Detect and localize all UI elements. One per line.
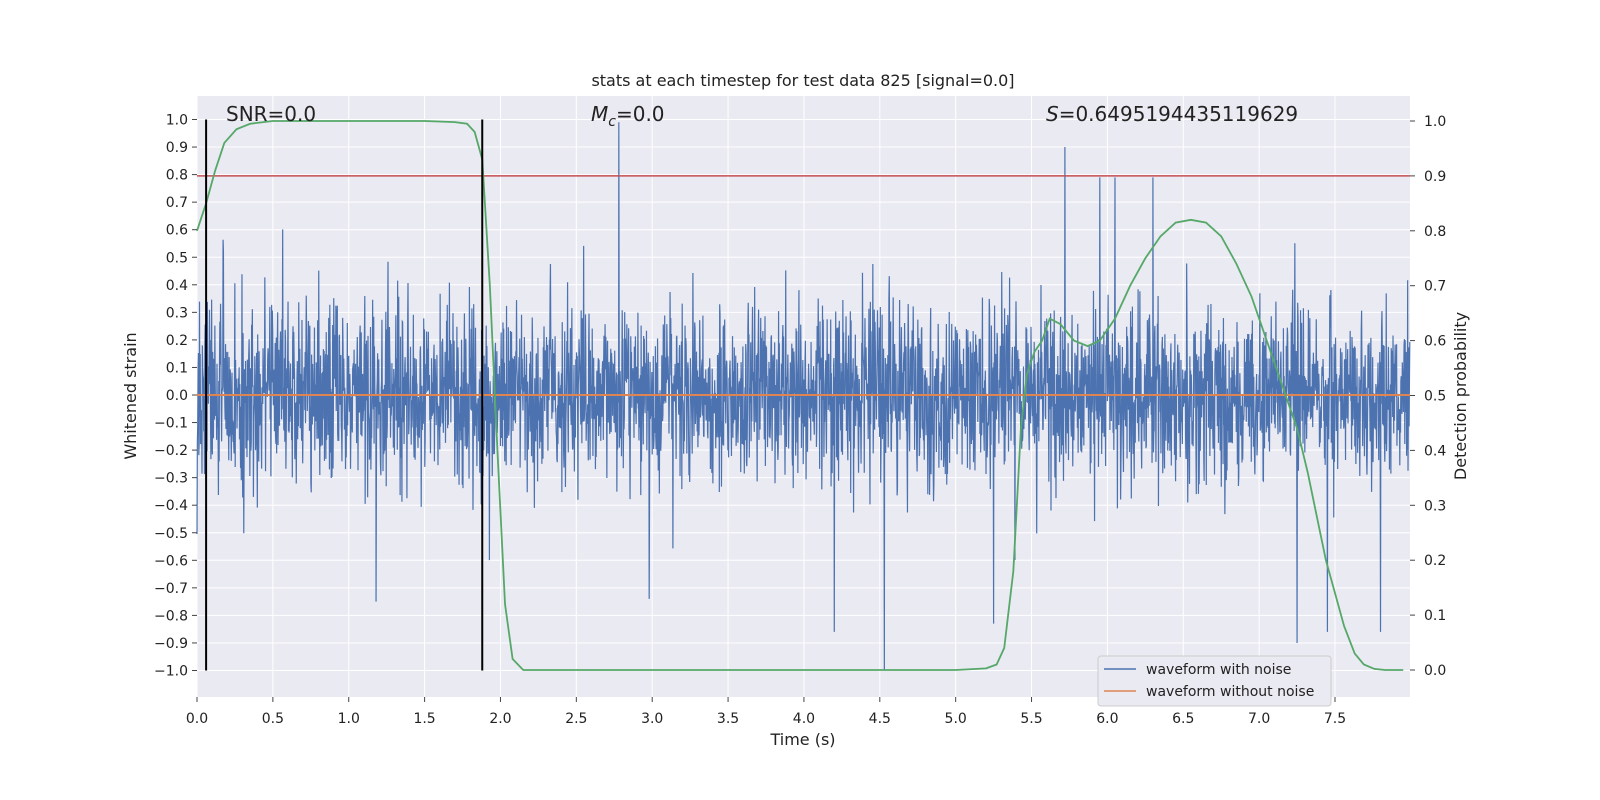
y-tick-label: 0.8: [166, 168, 188, 184]
x-tick-label: 7.5: [1324, 711, 1346, 727]
y-tick-label: −0.6: [154, 553, 188, 569]
x-tick-label: 1.5: [413, 711, 435, 727]
snr-annotation: SNR=0.0: [226, 102, 316, 126]
legend: waveform with noise waveform without noi…: [1097, 655, 1332, 707]
y2-tick-label: 0.4: [1424, 443, 1446, 459]
y2-tick-label: 0.3: [1424, 498, 1446, 514]
mc-annotation: Mc=0.0: [591, 102, 665, 130]
s-annotation: S=0.6495194435119629: [1046, 102, 1298, 126]
y2-tick-label: 1.0: [1424, 114, 1446, 130]
probability-line: [196, 120, 1404, 671]
y2-tick-label: 0.7: [1424, 279, 1446, 295]
x-tick-label: 2.5: [565, 711, 587, 727]
x-axis-label: Time (s): [769, 730, 835, 749]
probability-series: [196, 120, 1404, 671]
y-tick-label: −1.0: [154, 664, 188, 680]
x-tick-label: 6.5: [1172, 711, 1194, 727]
marker-lines: [205, 119, 484, 671]
y-tick-label: −0.2: [154, 443, 188, 459]
x-tick-label: 7.0: [1248, 711, 1270, 727]
x-tick-label: 3.0: [641, 711, 663, 727]
y-ticks-right: 1.0 0.9 0.8 0.7 0.6 0.5 0.4 0.3 0.2 0.1 0.0: [1410, 114, 1446, 679]
y-tick-label: 1.0: [166, 113, 188, 129]
x-tick-label: 1.0: [338, 711, 360, 727]
y2-tick-label: 0.1: [1424, 608, 1446, 624]
mc-symbol: M: [591, 102, 608, 126]
s-value: =0.6495194435119629: [1059, 102, 1298, 126]
x-tick-label: 0.5: [262, 711, 284, 727]
y-tick-label: 0.5: [166, 250, 188, 266]
y2-tick-label: 0.5: [1424, 389, 1446, 405]
s-symbol: S: [1046, 102, 1059, 126]
y2-tick-label: 0.9: [1424, 169, 1446, 185]
x-tick-label: 3.5: [717, 711, 739, 727]
y-tick-label: −0.9: [154, 636, 188, 652]
y-tick-label: −0.7: [154, 581, 188, 597]
mc-subscript: c: [608, 114, 616, 130]
x-tick-label: 0.0: [186, 711, 208, 727]
y2-tick-label: 0.8: [1424, 224, 1446, 240]
y-tick-label: 0.3: [166, 305, 188, 321]
y-tick-label: −0.3: [154, 471, 188, 487]
y2-tick-label: 0.0: [1424, 663, 1446, 679]
y2-tick-label: 0.2: [1424, 553, 1446, 569]
y-tick-label: 0.2: [166, 333, 188, 349]
legend-label-clean: waveform without noise: [1146, 684, 1314, 700]
x-tick-label: 4.5: [869, 711, 891, 727]
y-tick-label: −0.5: [154, 526, 188, 542]
y-tick-label: 0.9: [166, 140, 188, 156]
y-tick-label: 0.0: [166, 388, 188, 404]
noise-line: [196, 122, 1411, 671]
y2-axis-label: Detection probability: [1451, 312, 1470, 480]
x-tick-label: 5.0: [945, 711, 967, 727]
x-tick-label: 5.5: [1020, 711, 1042, 727]
y-tick-label: 0.4: [166, 278, 188, 294]
noise-series: [196, 122, 1411, 671]
y-tick-label: −0.8: [154, 608, 188, 624]
y-ticks-left: 1.0 0.9 0.8 0.7 0.6 0.5 0.4 0.3 0.2 0.1 0.0 −0.1 −0.…: [154, 113, 197, 680]
y-tick-label: −0.1: [154, 416, 188, 432]
x-tick-label: 6.0: [1096, 711, 1118, 727]
y-tick-label: −0.4: [154, 498, 188, 514]
x-tick-label: 2.0: [489, 711, 511, 727]
chart-title: stats at each timestep for test data 825…: [591, 71, 1014, 90]
x-ticks: 0.0 0.5 1.0 1.5 2.0 2.5 3.0 3.5 4.0 4.5 5.0 5.5 6.0 6…: [186, 697, 1346, 727]
y-tick-label: 0.1: [166, 360, 188, 376]
y-tick-label: 0.6: [166, 223, 188, 239]
legend-label-noise: waveform with noise: [1146, 662, 1291, 678]
x-tick-label: 4.0: [793, 711, 815, 727]
y-tick-label: 0.7: [166, 195, 188, 211]
y-axis-label: Whitened strain: [121, 332, 140, 459]
mc-value: =0.0: [616, 102, 665, 126]
legend-box: [1097, 655, 1332, 707]
y2-tick-label: 0.6: [1424, 334, 1446, 350]
